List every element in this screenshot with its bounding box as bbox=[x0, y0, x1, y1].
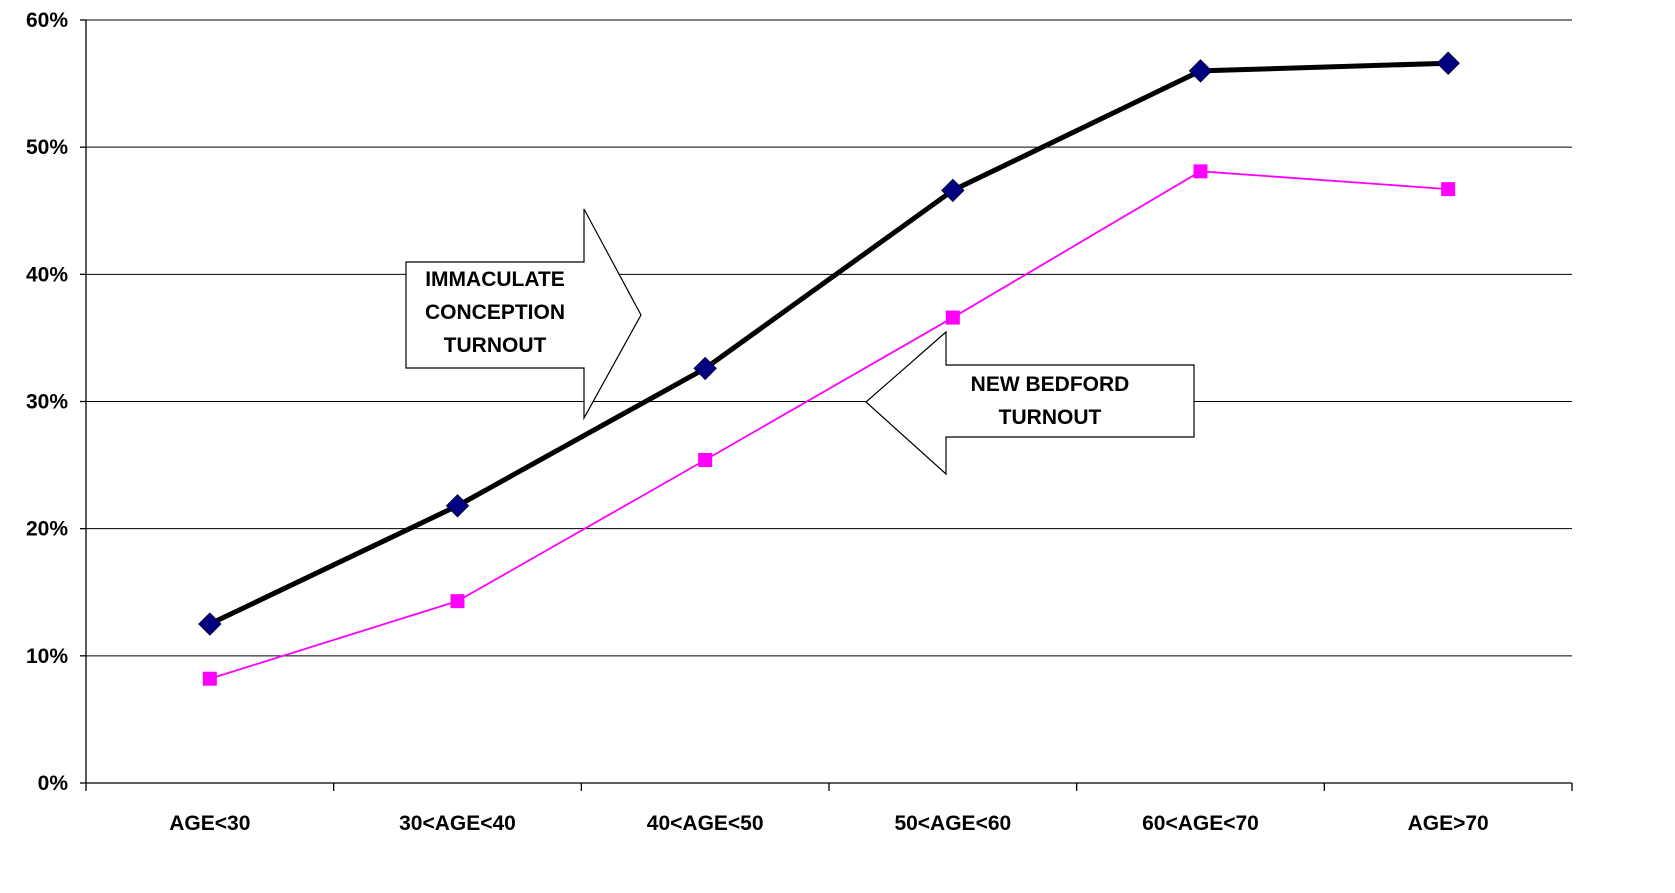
callout-text-line: IMMACULATE bbox=[425, 268, 565, 291]
callout-immaculate-conception: IMMACULATE CONCEPTION TURNOUT bbox=[405, 208, 642, 421]
x-tick-label: AGE>70 bbox=[1408, 812, 1489, 835]
data-point bbox=[445, 494, 470, 518]
data-point bbox=[693, 356, 717, 381]
data-point bbox=[941, 178, 965, 203]
y-tick-label: 0% bbox=[38, 772, 69, 795]
x-tick-label: 30<AGE<40 bbox=[399, 812, 516, 835]
data-point bbox=[698, 452, 713, 467]
axes bbox=[80, 19, 1573, 791]
gridlines bbox=[86, 19, 1572, 657]
data-point bbox=[1441, 182, 1456, 197]
arrow-right-shape bbox=[405, 208, 642, 421]
x-tick-labels: AGE<30 30<AGE<40 40<AGE<50 50<AGE<60 60<AGE<… bbox=[169, 812, 1488, 835]
callouts: IMMACULATE CONCEPTION TURNOUT NEW BEDFORD TU… bbox=[405, 208, 1195, 476]
series-2 bbox=[202, 164, 1456, 686]
y-tick-labels: 0% 10% 20% 30% 40% 50% 60% bbox=[26, 9, 68, 795]
data-point bbox=[450, 594, 465, 609]
y-tick-label: 60% bbox=[26, 9, 68, 32]
arrow-left-shape bbox=[865, 330, 1195, 476]
x-tick-label: 50<AGE<60 bbox=[894, 812, 1011, 835]
y-tick-label: 20% bbox=[26, 518, 68, 541]
data-point bbox=[1188, 59, 1213, 83]
data-point bbox=[198, 612, 222, 636]
data-point bbox=[202, 671, 217, 686]
x-tick-label: AGE<30 bbox=[169, 812, 250, 835]
series-line bbox=[208, 60, 1449, 627]
y-tick-label: 30% bbox=[26, 391, 68, 414]
callout-text-line: TURNOUT bbox=[444, 334, 547, 357]
callout-text-line: TURNOUT bbox=[999, 406, 1102, 429]
y-tick-label: 50% bbox=[26, 136, 68, 159]
callout-text-line: CONCEPTION bbox=[425, 301, 565, 324]
series bbox=[198, 51, 1460, 686]
data-point bbox=[945, 310, 960, 325]
callout-text-line: NEW BEDFORD bbox=[971, 373, 1130, 396]
y-tick-label: 10% bbox=[26, 645, 68, 668]
data-point bbox=[1436, 51, 1460, 75]
series-1 bbox=[198, 51, 1460, 636]
callout-new-bedford: NEW BEDFORD TURNOUT bbox=[865, 330, 1195, 476]
data-point bbox=[1193, 164, 1208, 179]
series-line bbox=[209, 170, 1449, 680]
x-tick-label: 40<AGE<50 bbox=[647, 812, 764, 835]
x-tick-label: 60<AGE<70 bbox=[1142, 812, 1259, 835]
y-tick-label: 40% bbox=[26, 263, 68, 286]
